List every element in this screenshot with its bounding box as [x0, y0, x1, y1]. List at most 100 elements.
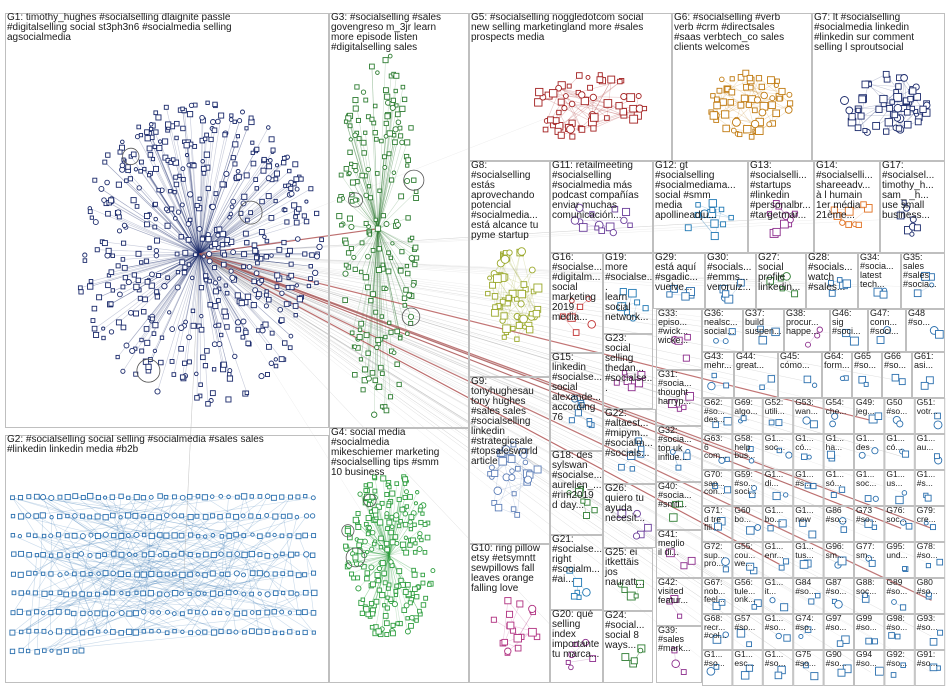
vertex-g1[interactable] [175, 209, 182, 215]
vertex-g3[interactable] [365, 375, 372, 382]
vertex-g3[interactable] [352, 97, 359, 104]
vertex-g2[interactable] [294, 551, 300, 557]
vertex-g2[interactable] [110, 570, 116, 577]
vertex-g1[interactable] [155, 114, 162, 121]
vertex-g2[interactable] [187, 514, 194, 521]
vertex-g1[interactable] [159, 335, 165, 340]
vertex-g2[interactable] [9, 648, 16, 655]
vertex-g3[interactable] [372, 377, 379, 384]
vertex-g1[interactable] [309, 252, 315, 258]
vertex-g2[interactable] [34, 553, 39, 558]
vertex-g3[interactable] [393, 88, 398, 94]
vertex-g2[interactable] [72, 571, 77, 577]
vertex-g1[interactable] [180, 125, 186, 132]
vertex-g2[interactable] [25, 648, 31, 654]
vertex-g3[interactable] [396, 381, 402, 388]
vertex-g3[interactable] [379, 314, 385, 319]
vertex-g2[interactable] [64, 609, 71, 615]
vertex-g3[interactable] [383, 407, 390, 414]
vertex-g2[interactable] [226, 589, 232, 596]
vertex-g1[interactable] [173, 181, 180, 188]
vertex-g2[interactable] [187, 494, 193, 500]
vertex-g3[interactable] [368, 195, 374, 201]
vertex-g2[interactable] [163, 512, 170, 519]
vertex-g2[interactable] [273, 553, 279, 559]
vertex-g3[interactable] [347, 149, 353, 155]
vertex-g1[interactable] [161, 283, 168, 290]
vertex-g2[interactable] [141, 513, 146, 519]
vertex-g3[interactable] [401, 295, 408, 301]
vertex-g2[interactable] [39, 512, 46, 519]
vertex-g1[interactable] [281, 160, 287, 166]
vertex-g1[interactable] [232, 353, 238, 360]
vertex-g2[interactable] [57, 590, 63, 596]
vertex-g1[interactable] [168, 189, 173, 194]
vertex-g2[interactable] [78, 551, 85, 557]
vertex-g2[interactable] [195, 590, 201, 597]
vertex-g1[interactable] [180, 166, 186, 172]
vertex-g3[interactable] [357, 327, 363, 332]
vertex-g3[interactable] [402, 303, 408, 308]
vertex-g1[interactable] [250, 160, 257, 167]
vertex-g2[interactable] [71, 532, 78, 539]
vertex-g1[interactable] [198, 285, 205, 291]
vertex-g1[interactable] [184, 153, 190, 158]
vertex-g3[interactable] [365, 114, 371, 120]
vertex-g1[interactable] [281, 239, 287, 246]
vertex-g3[interactable] [406, 292, 413, 299]
vertex-g3[interactable] [380, 213, 386, 219]
vertex-g1[interactable] [115, 263, 121, 269]
vertex-g2[interactable] [202, 572, 208, 578]
vertex-g2[interactable] [118, 630, 124, 636]
vertex-g3[interactable] [397, 267, 404, 274]
vertex-g2[interactable] [26, 570, 32, 576]
vertex-g1[interactable] [256, 328, 261, 333]
vertex-g3[interactable] [398, 133, 404, 139]
vertex-g2[interactable] [26, 532, 31, 538]
vertex-g1[interactable] [288, 190, 295, 197]
vertex-g3[interactable] [387, 53, 393, 59]
vertex-g2[interactable] [102, 552, 107, 557]
vertex-g1[interactable] [186, 334, 192, 341]
vertex-g1[interactable] [202, 363, 209, 369]
vertex-g1[interactable] [266, 344, 272, 350]
vertex-g1[interactable] [200, 159, 205, 164]
vertex-g2[interactable] [302, 572, 308, 578]
vertex-g3[interactable] [371, 411, 378, 418]
vertex-g1[interactable] [277, 306, 283, 313]
vertex-g1[interactable] [154, 237, 160, 244]
vertex-g1[interactable] [198, 382, 203, 387]
vertex-g3[interactable] [384, 113, 391, 120]
vertex-g3[interactable] [379, 404, 385, 409]
vertex-g2[interactable] [187, 552, 193, 558]
vertex-g2[interactable] [40, 610, 46, 616]
vertex-g1[interactable] [273, 198, 278, 204]
vertex-g2[interactable] [163, 532, 170, 539]
vertex-g3[interactable] [379, 138, 384, 144]
vertex-g1[interactable] [144, 339, 151, 346]
vertex-g1[interactable] [273, 363, 279, 369]
vertex-g1[interactable] [285, 253, 290, 258]
vertex-g1[interactable] [314, 210, 320, 217]
vertex-g3[interactable] [363, 130, 368, 135]
vertex-g1[interactable] [174, 120, 180, 127]
vertex-g2[interactable] [180, 611, 185, 617]
vertex-g2[interactable] [18, 647, 24, 654]
vertex-g2[interactable] [303, 513, 310, 519]
vertex-g1[interactable] [294, 186, 300, 192]
vertex-g2[interactable] [187, 571, 193, 578]
vertex-g1[interactable] [185, 221, 192, 227]
vertex-g1[interactable] [203, 273, 209, 279]
vertex-g2[interactable] [287, 629, 293, 635]
vertex-g1[interactable] [205, 401, 211, 407]
vertex-g2[interactable] [263, 571, 270, 578]
vertex-g2[interactable] [271, 609, 277, 615]
vertex-g3[interactable] [379, 371, 385, 376]
vertex-g2[interactable] [57, 572, 63, 578]
vertex-g1[interactable] [189, 275, 195, 281]
vertex-g2[interactable] [118, 515, 123, 520]
vertex-g3[interactable] [383, 133, 389, 139]
vertex-g2[interactable] [172, 590, 179, 597]
vertex-g1[interactable] [219, 230, 226, 238]
vertex-g1[interactable] [175, 270, 181, 275]
